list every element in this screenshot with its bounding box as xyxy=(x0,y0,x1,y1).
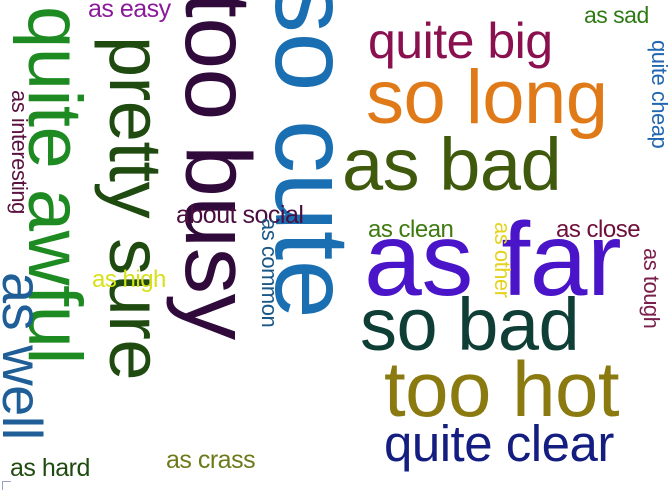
corner-mark xyxy=(2,481,11,490)
word-as-far: as far xyxy=(364,202,622,318)
word-as-hard: as hard xyxy=(10,454,90,482)
word-quite-clear: quite clear xyxy=(384,415,614,472)
word-as-common: as common xyxy=(257,218,282,328)
word-too-busy: too busy xyxy=(166,0,270,340)
word-as-tough: as tough xyxy=(639,248,664,329)
word-quite-big: quite big xyxy=(368,13,553,69)
word-as-high: as high xyxy=(92,266,166,293)
word-as-easy: as easy xyxy=(88,0,171,23)
word-as-clean: as clean xyxy=(368,216,454,243)
word-as-interesting: as interesting xyxy=(7,90,32,214)
word-as-sad: as sad xyxy=(584,2,649,28)
word-about-social: about social xyxy=(176,201,304,229)
word-pretty-sure: pretty sure xyxy=(94,36,177,381)
word-as-bad: as bad xyxy=(342,123,562,206)
word-quite-cheap: quite cheap xyxy=(647,40,672,149)
word-as-well: as well xyxy=(0,272,54,440)
word-so-long: so long xyxy=(366,55,608,140)
word-too-hot: too hot xyxy=(384,345,620,433)
word-so-bad: so bad xyxy=(360,283,580,366)
word-as-crass: as crass xyxy=(166,446,256,474)
word-as-close: as close xyxy=(556,216,641,243)
